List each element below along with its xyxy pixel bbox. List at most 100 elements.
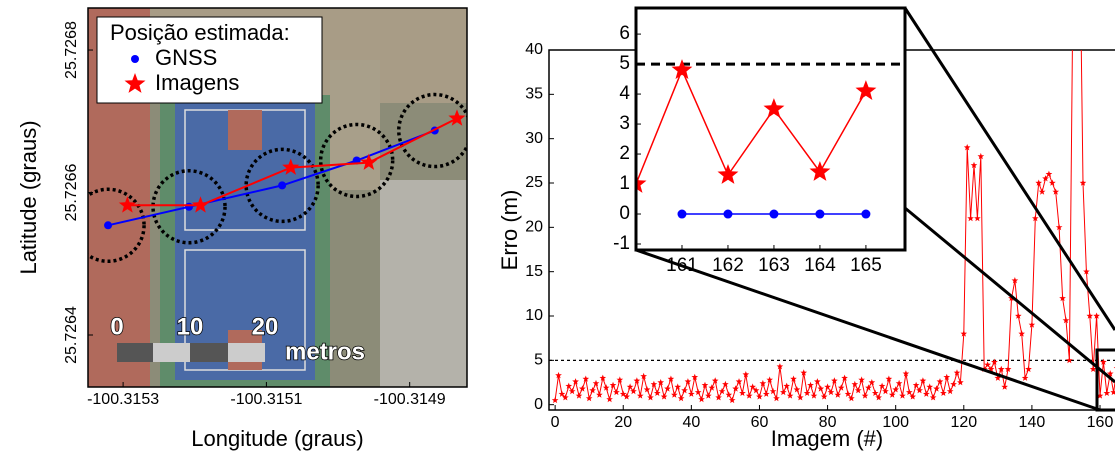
point [809, 161, 831, 181]
point [769, 209, 779, 219]
point [650, 380, 658, 388]
point [1011, 277, 1019, 284]
point [558, 390, 566, 397]
point [633, 377, 641, 384]
point [844, 390, 852, 397]
point [780, 388, 787, 396]
point [1018, 330, 1025, 337]
y-axis-label: Erro (m) [497, 190, 522, 271]
point [933, 385, 940, 392]
point [667, 375, 675, 382]
point [793, 386, 801, 393]
point [929, 394, 937, 401]
y-tick-label: 25 [525, 174, 543, 191]
x-tick-label: 165 [850, 255, 882, 276]
point [957, 379, 964, 386]
point [1038, 188, 1046, 195]
zoom-connectors [635, 7, 1115, 412]
legend-marker [131, 55, 139, 63]
point [984, 361, 991, 368]
point [919, 377, 927, 384]
point [623, 393, 630, 400]
point [104, 221, 113, 230]
point [708, 384, 716, 391]
point [555, 371, 562, 379]
point [1086, 312, 1094, 319]
point [636, 173, 647, 193]
point [688, 390, 695, 397]
series-line [554, 50, 1115, 402]
point [926, 383, 934, 390]
point [882, 387, 889, 395]
x-tick-label: -100.3149 [374, 391, 446, 408]
point [855, 80, 877, 100]
point [701, 381, 709, 388]
point [1015, 312, 1022, 319]
point [694, 388, 702, 396]
point [589, 387, 596, 394]
point [861, 209, 871, 219]
point [1103, 389, 1111, 396]
point [759, 379, 767, 387]
legend-title: Posição estimada: [110, 20, 290, 45]
point [636, 392, 644, 399]
y-tick-label: 2 [619, 143, 630, 164]
point [790, 375, 797, 382]
x-tick-label: 60 [751, 414, 769, 431]
point [360, 153, 378, 170]
inset-frame [634, 6, 907, 252]
point [878, 382, 886, 389]
point [885, 375, 893, 382]
point [609, 381, 617, 388]
point [848, 395, 855, 402]
point [657, 379, 664, 386]
y-tick-label: 0 [534, 396, 543, 413]
point [606, 395, 613, 403]
legend-label: Imagens [155, 70, 239, 95]
point [963, 144, 971, 151]
point [912, 381, 920, 388]
point [1025, 365, 1032, 372]
point [851, 380, 859, 388]
point [1028, 321, 1036, 328]
uncertainty-circle [318, 122, 395, 199]
point [769, 387, 777, 395]
uncertainty-circle [244, 147, 320, 224]
point [185, 202, 194, 211]
point [572, 378, 579, 385]
point [974, 215, 981, 222]
point [906, 388, 913, 396]
point [715, 394, 722, 401]
point [647, 394, 654, 401]
point [654, 389, 661, 396]
point [630, 387, 637, 395]
point [1100, 358, 1107, 365]
point [568, 387, 576, 395]
point [565, 382, 573, 389]
point [892, 386, 899, 393]
point [718, 387, 726, 395]
point [936, 378, 944, 385]
point [579, 385, 586, 392]
point [562, 394, 569, 401]
x-tick-label: 40 [682, 414, 700, 431]
point [585, 395, 593, 402]
scale-label: 10 [177, 313, 204, 340]
y-tick-label: 35 [525, 86, 543, 103]
scale-label: 0 [110, 313, 123, 340]
point [664, 385, 671, 392]
point [705, 392, 712, 399]
point [803, 389, 811, 396]
point [681, 387, 688, 394]
scale-label: metros [285, 338, 365, 365]
point [1052, 188, 1060, 195]
point [943, 373, 951, 380]
point [1096, 392, 1104, 399]
plot-area [636, 59, 905, 219]
point [1035, 179, 1042, 186]
point [899, 392, 906, 399]
point [592, 379, 600, 387]
point [1032, 215, 1039, 222]
point [841, 374, 848, 381]
y-tick-label: 25.7264 [63, 306, 80, 364]
